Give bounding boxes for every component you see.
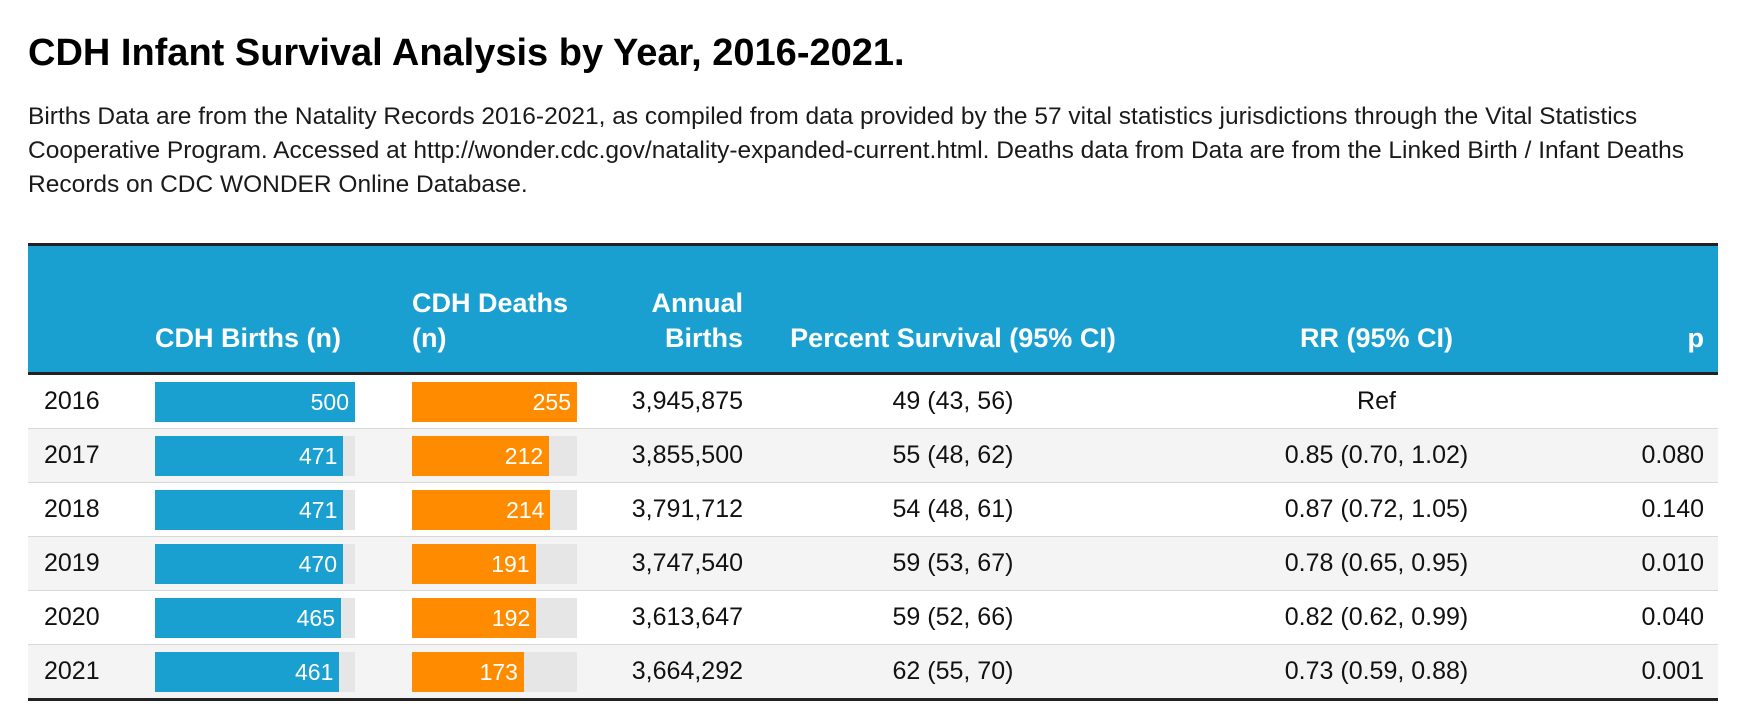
annual-births-cell: 3,945,875 [577,373,743,429]
p-cell: 0.140 [1590,482,1718,537]
header-rr: RR (95% CI) [1163,243,1590,375]
deaths-bar-track: 173 [412,651,577,692]
percent-survival-cell: 62 (55, 70) [743,644,1163,701]
rr-cell: 0.85 (0.70, 1.02) [1163,428,1590,483]
percent-survival-cell: 59 (52, 66) [743,590,1163,645]
header-annual-births: Annual Births [577,243,743,375]
cdh-births-cell: 500 [155,373,355,429]
cdh-births-cell: 471 [155,482,355,537]
births-bar: 465 [155,597,341,638]
births-bar-track: 500 [155,381,355,422]
rr-cell: 0.82 (0.62, 0.99) [1163,590,1590,645]
annual-births-cell: 3,791,712 [577,482,743,537]
year-cell: 2017 [28,428,155,483]
table-row: 2020 465 192 3,613,647 59 (52, 66) 0.82 (0.62… [28,590,1718,645]
rr-cell: Ref [1163,373,1590,429]
p-cell: 0.001 [1590,644,1718,701]
births-bar: 471 [155,489,344,530]
annual-births-cell: 3,855,500 [577,428,743,483]
p-cell: 0.040 [1590,590,1718,645]
spacer-cell [355,428,412,483]
deaths-bar: 192 [412,597,537,638]
year-cell: 2020 [28,590,155,645]
percent-survival-cell: 55 (48, 62) [743,428,1163,483]
table-row: 2019 470 191 3,747,540 59 (53, 67) 0.78 (0.65… [28,536,1718,591]
annual-births-cell: 3,747,540 [577,536,743,591]
deaths-bar-track: 255 [412,381,577,422]
births-bar-track: 471 [155,435,355,476]
survival-table: CDH Births (n) CDH Deaths (n) Annual Bir… [28,243,1718,701]
deaths-bar: 255 [412,381,577,422]
year-cell: 2021 [28,644,155,701]
cdh-deaths-cell: 192 [412,590,577,645]
cdh-deaths-cell: 173 [412,644,577,701]
year-cell: 2018 [28,482,155,537]
percent-survival-cell: 54 (48, 61) [743,482,1163,537]
spacer-cell [355,644,412,701]
births-bar-track: 471 [155,489,355,530]
table-row: 2018 471 214 3,791,712 54 (48, 61) 0.87 (0.72… [28,482,1718,537]
rr-cell: 0.87 (0.72, 1.05) [1163,482,1590,537]
cdh-deaths-cell: 255 [412,373,577,429]
p-cell: 0.010 [1590,536,1718,591]
p-cell [1590,373,1718,429]
cdh-births-cell: 461 [155,644,355,701]
header-p: p [1590,243,1718,375]
deaths-bar-track: 212 [412,435,577,476]
table-row: 2017 471 212 3,855,500 55 (48, 62) 0.85 (0.70… [28,428,1718,483]
cdh-deaths-cell: 214 [412,482,577,537]
births-bar: 471 [155,435,344,476]
deaths-bar: 214 [412,489,551,530]
year-cell: 2019 [28,536,155,591]
deaths-bar-track: 214 [412,489,577,530]
header-cdh-deaths: CDH Deaths (n) [412,243,577,375]
births-bar-track: 470 [155,543,355,584]
table-row: 2021 461 173 3,664,292 62 (55, 70) 0.73 (0.59… [28,644,1718,701]
header-cdh-births: CDH Births (n) [155,243,355,375]
deaths-bar: 212 [412,435,550,476]
chart-title: CDH Infant Survival Analysis by Year, 20… [28,32,905,74]
spacer-cell [355,536,412,591]
births-bar-track: 465 [155,597,355,638]
cdh-births-cell: 465 [155,590,355,645]
deaths-bar: 191 [412,543,536,584]
births-bar: 470 [155,543,343,584]
deaths-bar-track: 191 [412,543,577,584]
p-cell: 0.080 [1590,428,1718,483]
births-bar: 500 [155,381,355,422]
header-spacer [355,243,412,375]
year-cell: 2016 [28,373,155,429]
annual-births-cell: 3,613,647 [577,590,743,645]
spacer-cell [355,590,412,645]
table-row: 2016 500 255 3,945,875 49 (43, 56) Ref [28,373,1718,429]
spacer-cell [355,373,412,429]
percent-survival-cell: 49 (43, 56) [743,373,1163,429]
deaths-bar-track: 192 [412,597,577,638]
births-bar: 461 [155,651,340,692]
cdh-deaths-cell: 212 [412,428,577,483]
rr-cell: 0.78 (0.65, 0.95) [1163,536,1590,591]
births-bar-track: 461 [155,651,355,692]
spacer-cell [355,482,412,537]
table-header-row: CDH Births (n) CDH Deaths (n) Annual Bir… [28,243,1718,375]
rr-cell: 0.73 (0.59, 0.88) [1163,644,1590,701]
percent-survival-cell: 59 (53, 67) [743,536,1163,591]
annual-births-cell: 3,664,292 [577,644,743,701]
deaths-bar: 173 [412,651,524,692]
header-percent-survival: Percent Survival (95% CI) [743,243,1163,375]
cdh-deaths-cell: 191 [412,536,577,591]
header-year [28,243,155,375]
cdh-births-cell: 471 [155,428,355,483]
table-body: 2016 500 255 3,945,875 49 (43, 56) Ref 2017 471… [28,373,1718,701]
cdh-births-cell: 470 [155,536,355,591]
chart-subtitle: Births Data are from the Natality Record… [28,103,1684,198]
